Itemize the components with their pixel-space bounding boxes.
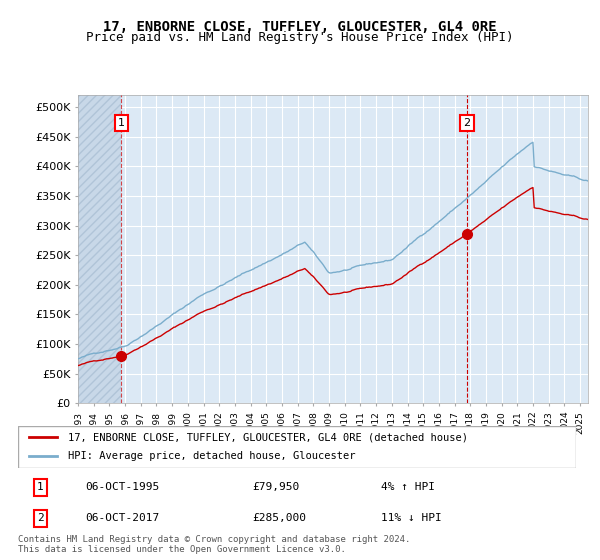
Text: Price paid vs. HM Land Registry's House Price Index (HPI): Price paid vs. HM Land Registry's House … xyxy=(86,31,514,44)
Text: 2: 2 xyxy=(463,118,470,128)
Text: 06-OCT-1995: 06-OCT-1995 xyxy=(85,482,159,492)
Text: 1: 1 xyxy=(118,118,125,128)
Text: £285,000: £285,000 xyxy=(253,514,307,523)
Bar xyxy=(78,95,121,403)
Text: 2: 2 xyxy=(37,514,44,523)
Text: 17, ENBORNE CLOSE, TUFFLEY, GLOUCESTER, GL4 0RE (detached house): 17, ENBORNE CLOSE, TUFFLEY, GLOUCESTER, … xyxy=(68,432,468,442)
Text: 17, ENBORNE CLOSE, TUFFLEY, GLOUCESTER, GL4 0RE: 17, ENBORNE CLOSE, TUFFLEY, GLOUCESTER, … xyxy=(103,20,497,34)
Text: HPI: Average price, detached house, Gloucester: HPI: Average price, detached house, Glou… xyxy=(68,451,356,461)
Text: 06-OCT-2017: 06-OCT-2017 xyxy=(85,514,159,523)
Text: £79,950: £79,950 xyxy=(253,482,299,492)
FancyBboxPatch shape xyxy=(18,426,576,468)
Text: 11% ↓ HPI: 11% ↓ HPI xyxy=(381,514,442,523)
Text: Contains HM Land Registry data © Crown copyright and database right 2024.
This d: Contains HM Land Registry data © Crown c… xyxy=(18,535,410,554)
Text: 1: 1 xyxy=(37,482,44,492)
Text: 4% ↑ HPI: 4% ↑ HPI xyxy=(381,482,434,492)
